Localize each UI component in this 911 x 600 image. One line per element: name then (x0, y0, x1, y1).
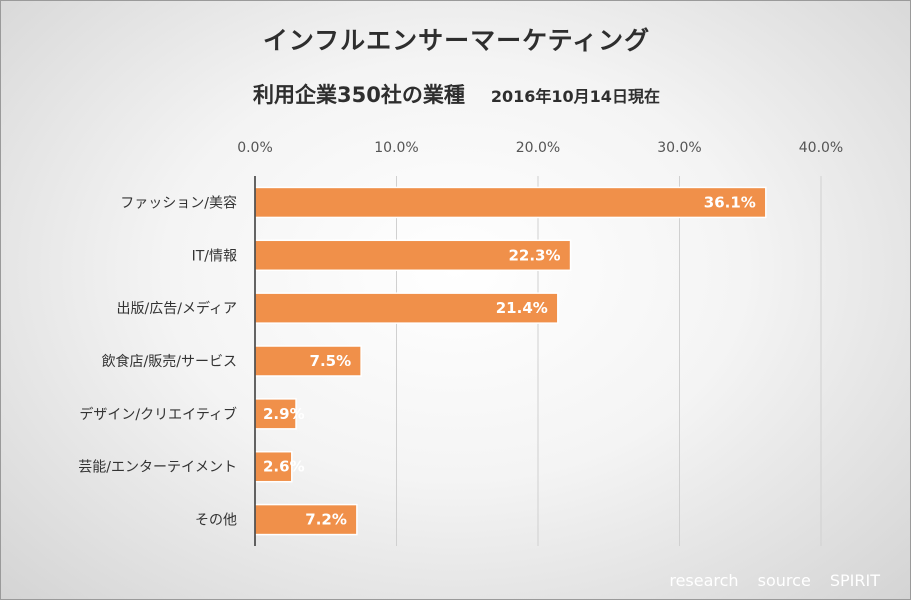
category-label-0: ファッション/美容 (120, 194, 237, 211)
category-label-2: 出版/広告/メディア (117, 300, 237, 317)
data-label-4: 2.9% (263, 405, 305, 423)
bar-1 (254, 239, 572, 272)
bar-2 (254, 292, 559, 324)
category-label-4: デザイン/クリエイティブ (79, 406, 237, 423)
x-tick-label-1: 10.0% (374, 140, 418, 156)
category-label-5: 芸能/エンターテイメント (78, 460, 237, 476)
category-label-3: 飲食店/販売/サービス (102, 353, 237, 370)
bar-4 (254, 398, 297, 430)
x-tick-label-0: 0.0% (237, 140, 273, 156)
bar-0 (254, 186, 767, 219)
category-label-1: IT/情報 (192, 248, 237, 264)
x-tick-label-3: 30.0% (657, 140, 701, 156)
x-tick-label-2: 20.0% (516, 140, 560, 156)
data-label-5: 2.6% (263, 458, 305, 476)
credit-text: research source SPIRIT (669, 571, 880, 590)
data-label-6: 7.2% (305, 511, 347, 529)
chart-subtitle: 利用企業350社の業種 (253, 83, 465, 107)
x-tick-label-4: 40.0% (799, 140, 843, 156)
chart-date-note: 2016年10月14日現在 (490, 87, 660, 106)
category-label-6: その他 (195, 513, 237, 529)
chart-title: インフルエンサーマーケティング (262, 26, 651, 55)
bar-3 (254, 345, 362, 377)
data-label-1: 22.3% (508, 246, 560, 264)
bar-5 (254, 450, 293, 483)
data-label-2: 21.4% (496, 299, 548, 317)
data-label-0: 36.1% (704, 193, 756, 211)
data-label-3: 7.5% (310, 352, 352, 370)
chart-subtitle-row: 利用企業350社の業種 2016年10月14日現在 (1, 79, 910, 109)
